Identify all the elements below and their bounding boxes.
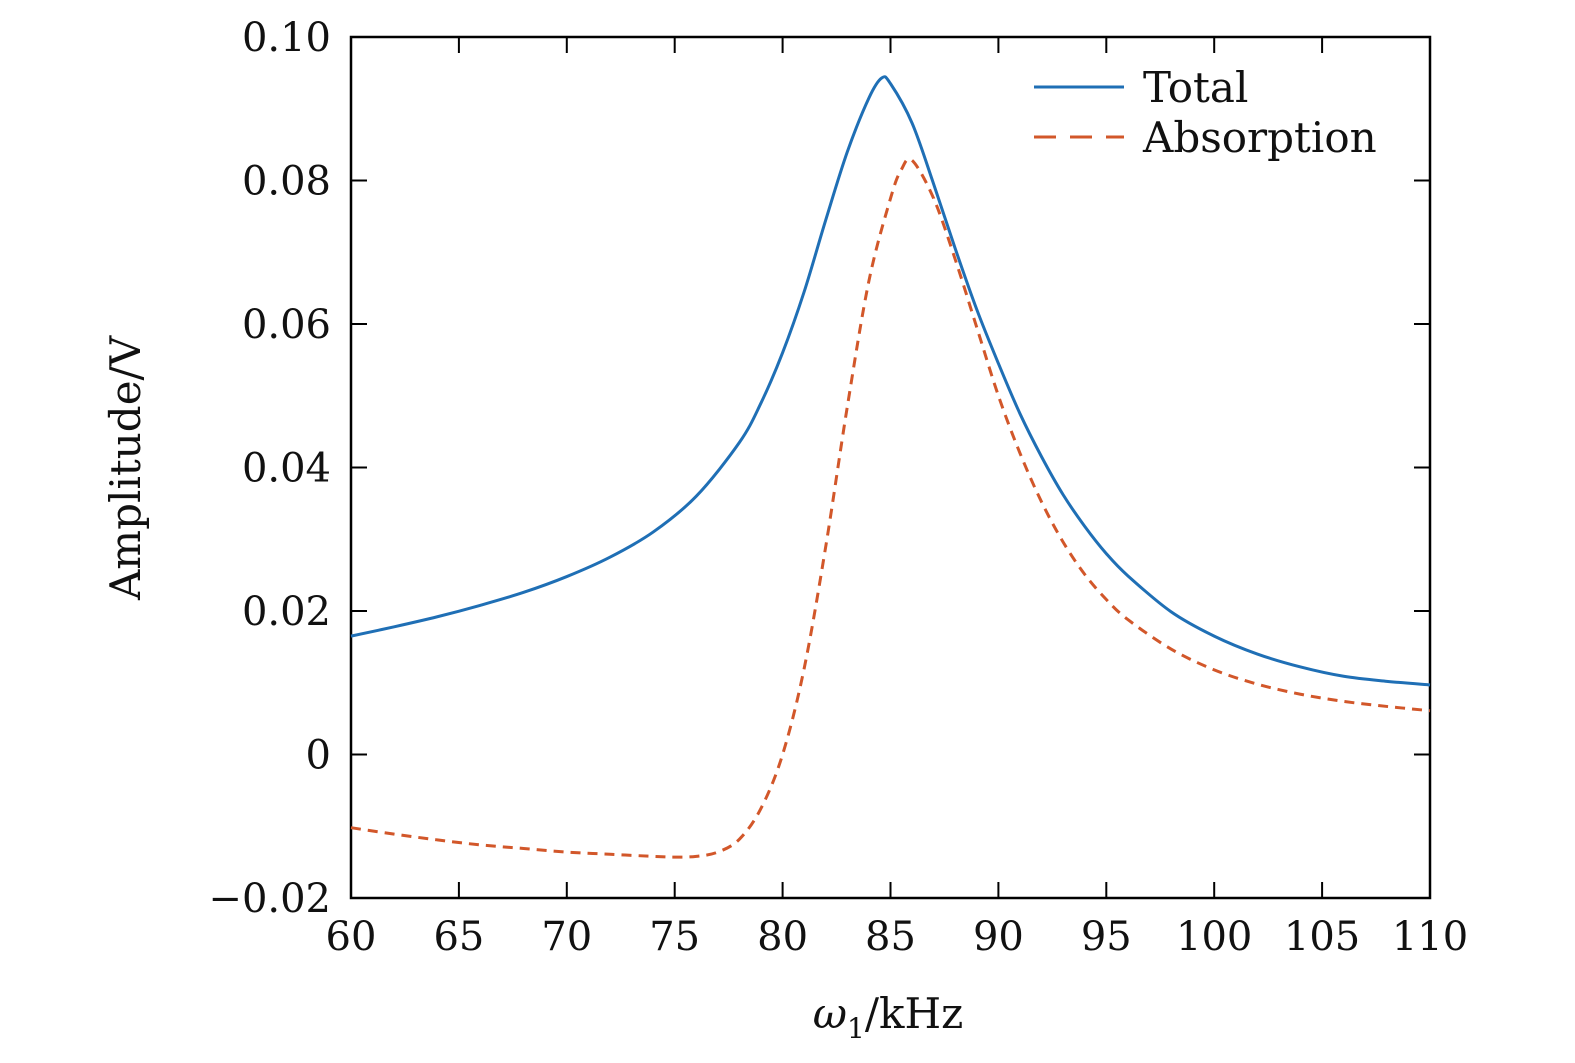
y-tick-label: −0.02: [208, 876, 331, 922]
x-tick-label: 90: [973, 914, 1024, 960]
y-tick-label: 0.04: [242, 446, 331, 492]
x-axis-label-symbol: ω: [813, 989, 847, 1038]
x-tick-label: 105: [1284, 914, 1360, 960]
y-tick-label: 0.10: [242, 15, 331, 61]
x-tick-label: 85: [865, 914, 916, 960]
x-tick-label: 60: [326, 914, 377, 960]
y-tick-label: 0: [306, 733, 331, 779]
x-axis-label-subscript: 1: [847, 1012, 865, 1045]
y-tick-label: 0.08: [242, 159, 331, 205]
legend-label-absorption: Absorption: [1142, 113, 1377, 162]
legend-label-total: Total: [1143, 63, 1248, 112]
x-tick-label: 65: [433, 914, 484, 960]
legend: Total Absorption: [1034, 63, 1377, 162]
x-axis-ticks: 60 65 70 75 80 85 90 95 100 105 110: [326, 37, 1468, 960]
x-tick-label: 100: [1176, 914, 1252, 960]
x-tick-label: 95: [1081, 914, 1132, 960]
series-line-total: [350, 75, 1431, 687]
series-layer: [350, 75, 1431, 859]
y-tick-label: 0.02: [242, 589, 331, 635]
x-tick-label: 75: [649, 914, 700, 960]
x-axis-label: ω1/kHz: [813, 989, 963, 1045]
y-tick-label: 0.06: [242, 302, 331, 348]
y-axis-label: Amplitude/V: [101, 335, 150, 601]
x-axis-label-unit: /kHz: [865, 989, 963, 1038]
x-tick-label: 80: [757, 914, 808, 960]
y-axis-ticks: −0.02 0 0.02 0.04 0.06 0.08 0.10: [208, 15, 1430, 922]
x-tick-label: 110: [1392, 914, 1468, 960]
x-tick-label: 70: [541, 914, 592, 960]
